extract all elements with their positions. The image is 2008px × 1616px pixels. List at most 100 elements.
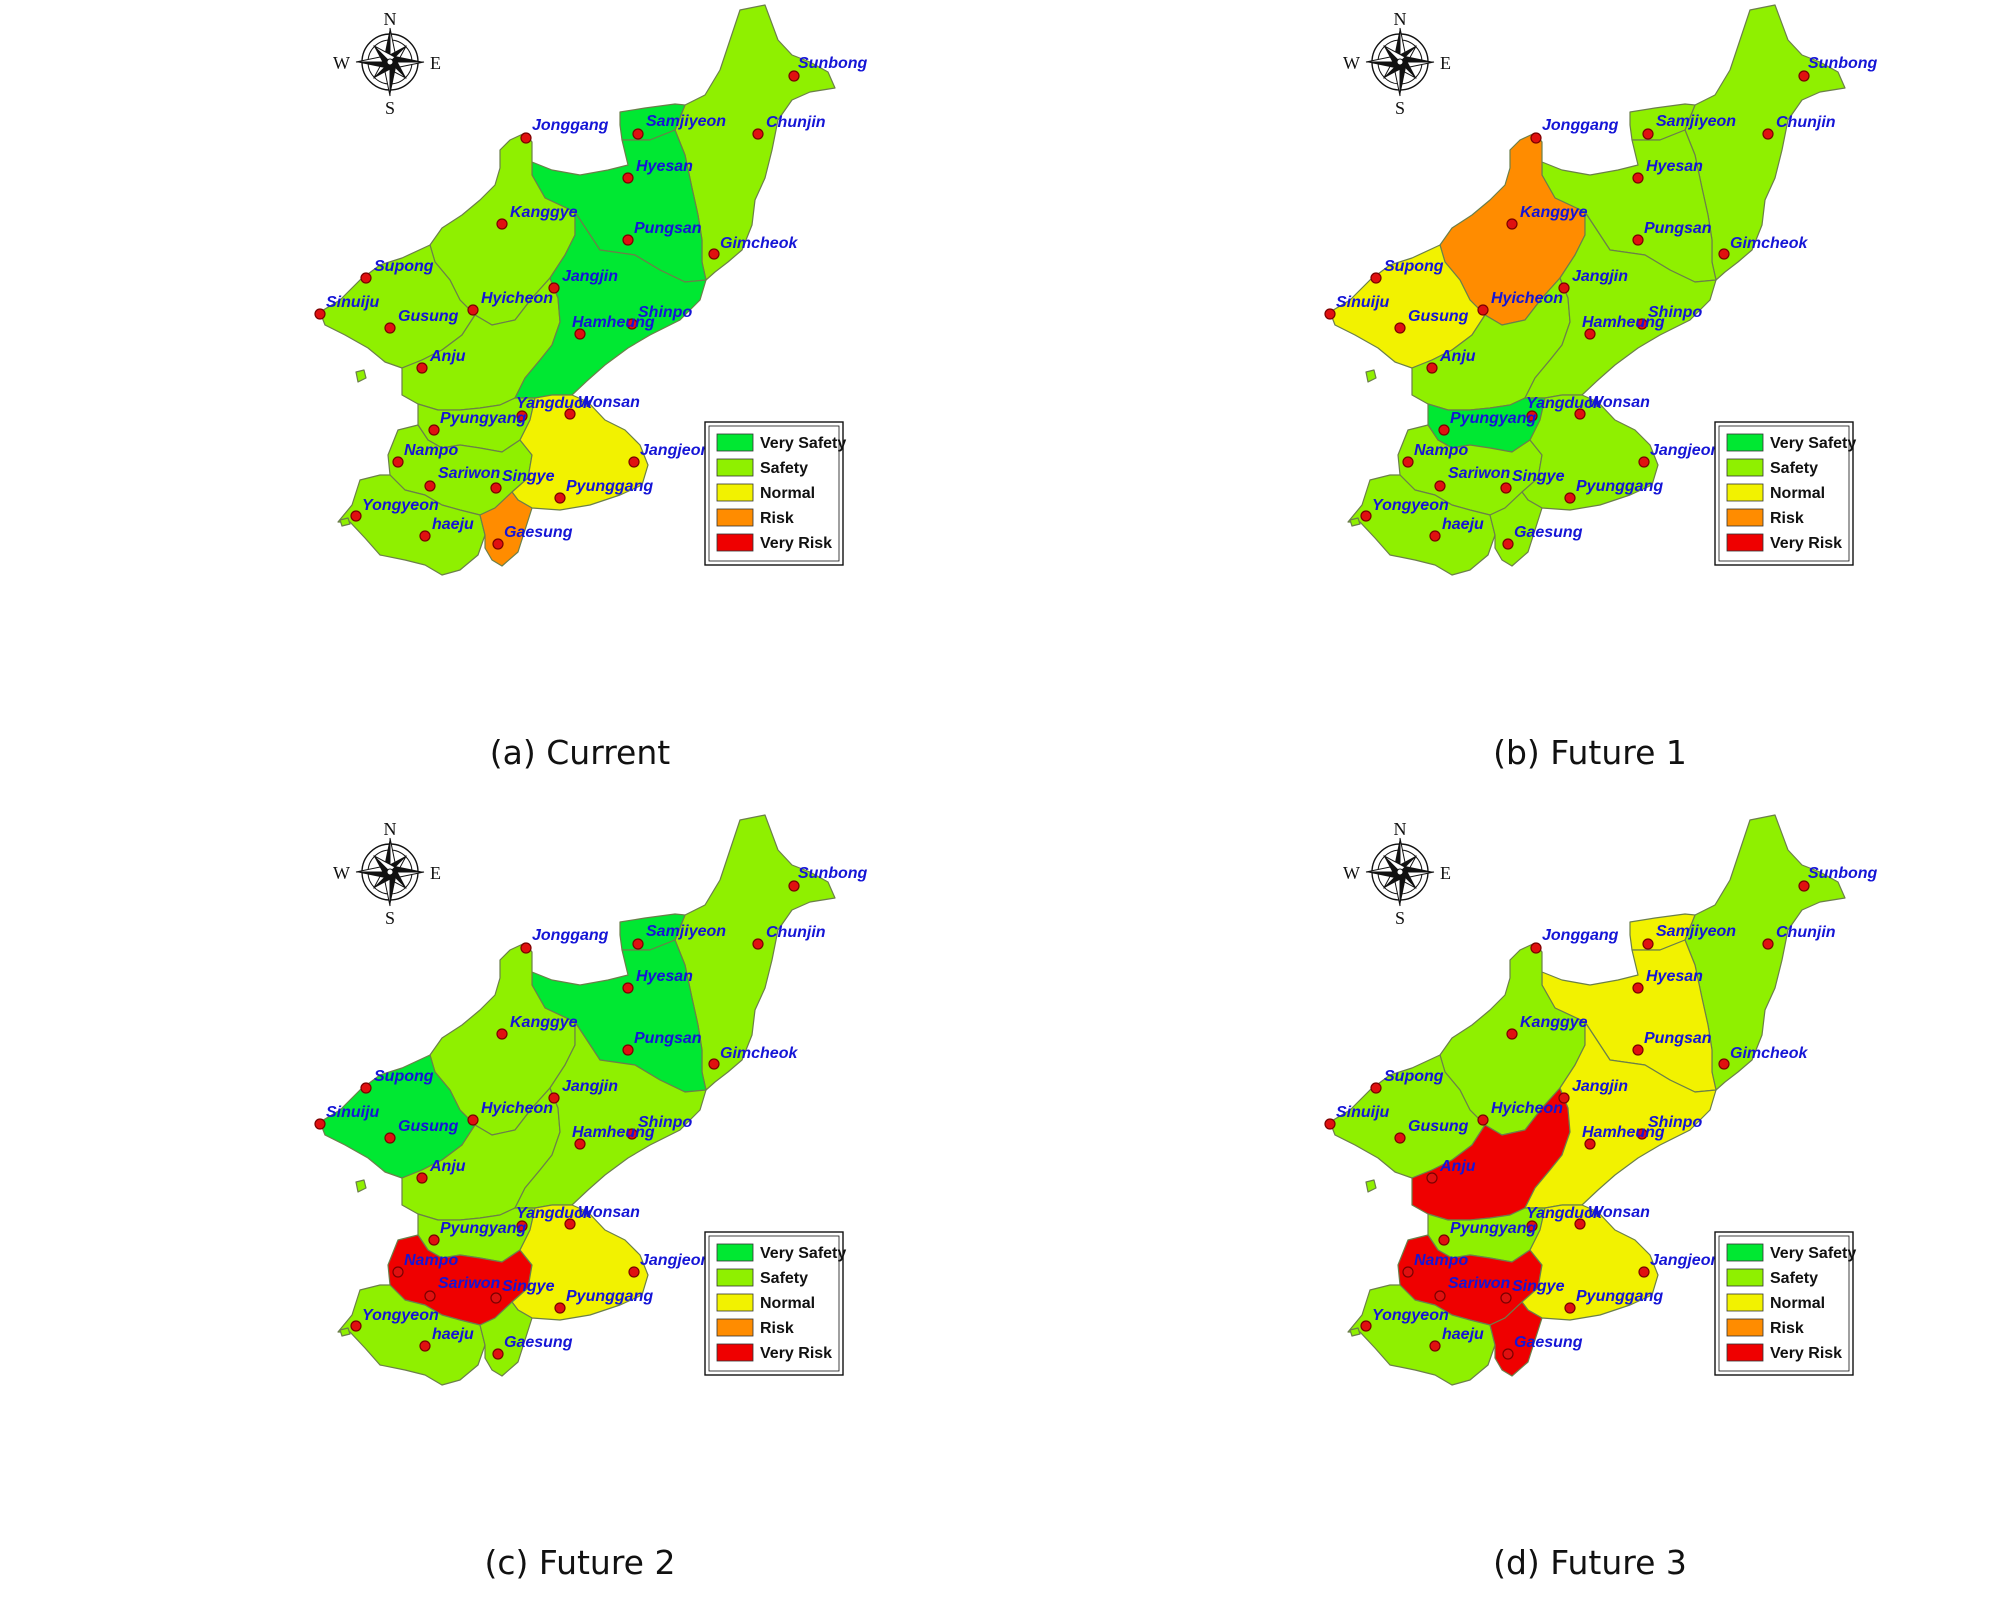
city-label-hyicheon: Hyicheon — [1491, 290, 1563, 307]
city-dot-chunjin — [752, 938, 764, 950]
city-dot-jangjeon — [1638, 1266, 1650, 1278]
city-dot-pyunggang — [554, 1302, 566, 1314]
city-dot-jonggang — [520, 132, 532, 144]
city-label-pyungyang: Pyungyang — [1450, 410, 1536, 427]
city-dot-gaesung — [492, 538, 504, 550]
city-dot-singye — [1500, 1292, 1512, 1304]
city-markers: Sunbong Samjiyeon Chunjin Jonggang Hyesan Kan… — [1324, 865, 1878, 1360]
legend: Very Safety Safety Normal Risk Very Risk — [1714, 421, 1856, 566]
city-label-samjiyeon: Samjiyeon — [646, 923, 726, 940]
city-label-gusung: Gusung — [398, 308, 459, 325]
legend-swatch — [1726, 1343, 1764, 1362]
city-dot-wonsan — [1574, 408, 1586, 420]
compass-rose-icon — [1365, 837, 1435, 907]
legend-label: Safety — [1770, 460, 1818, 477]
city-label-supong: Supong — [1384, 258, 1444, 275]
city-label-jangjin: Jangjin — [562, 1078, 618, 1095]
compass-rose-icon — [355, 27, 425, 97]
city-label-haeju: haeju — [1442, 1326, 1484, 1343]
risk-map: N S E W Sunbong Samjiyeon Chunjin Jonggang Hyesa… — [1324, 4, 1878, 576]
legend-item-very-risk: Very Risk — [1726, 1343, 1842, 1362]
city-label-jangjeon: Jangjeon — [1650, 1252, 1720, 1269]
city-label-samjiyeon: Samjiyeon — [1656, 113, 1736, 130]
city-dot-hamheung — [1584, 1138, 1596, 1150]
city-dot-nampo — [392, 1266, 404, 1278]
legend-swatch — [1726, 483, 1764, 502]
compass-letter-e: E — [1440, 863, 1451, 883]
compass-letter-e: E — [1440, 53, 1451, 73]
city-label-gaesung: Gaesung — [1514, 1334, 1583, 1351]
legend-item-very-safety: Very Safety — [1726, 433, 1856, 452]
compass-letter-n: N — [1394, 819, 1407, 839]
legend-swatch — [1726, 533, 1764, 552]
city-label-singye: Singye — [1512, 468, 1565, 485]
island — [1365, 369, 1377, 383]
city-dot-hyicheon — [1477, 304, 1489, 316]
city-label-haeju: haeju — [432, 516, 474, 533]
legend-swatch — [716, 1318, 754, 1337]
legend-label: Normal — [1770, 485, 1825, 502]
city-dot-kanggye — [1506, 1028, 1518, 1040]
city-label-nampo: Nampo — [404, 1252, 458, 1269]
legend: Very Safety Safety Normal Risk Very Risk — [1714, 1231, 1856, 1376]
city-dot-singye — [490, 482, 502, 494]
city-markers: Sunbong Samjiyeon Chunjin Jonggang Hyesan Kan… — [314, 865, 868, 1360]
city-label-jonggang: Jonggang — [1542, 927, 1619, 944]
region-wonsan-pyunggang — [1521, 1204, 1659, 1321]
city-dot-sinuiju — [1324, 1118, 1336, 1130]
compass-letter-s: S — [385, 98, 395, 118]
legend-item-risk: Risk — [1726, 1318, 1804, 1337]
city-label-jangjeon: Jangjeon — [640, 442, 710, 459]
legend-label: Very Safety — [1770, 1245, 1856, 1262]
legend-label: Risk — [760, 510, 794, 527]
region-yongyeon-haeju — [1347, 1284, 1496, 1386]
city-label-jangjeon: Jangjeon — [1650, 442, 1720, 459]
city-dot-hamheung — [1584, 328, 1596, 340]
city-dot-hyicheon — [467, 1114, 479, 1126]
city-label-kanggye: Kanggye — [1520, 204, 1588, 221]
city-label-wonsan: Wonsan — [1588, 394, 1650, 411]
city-label-pyunggang: Pyunggang — [566, 1288, 653, 1305]
region-wonsan-pyunggang — [511, 1204, 649, 1321]
city-label-yongyeon: Yongyeon — [362, 1307, 439, 1324]
city-label-haeju: haeju — [432, 1326, 474, 1343]
city-label-yongyeon: Yongyeon — [362, 497, 439, 514]
city-label-gimcheok: Gimcheok — [720, 235, 798, 252]
island — [1349, 517, 1361, 527]
city-dot-gaesung — [1502, 1348, 1514, 1360]
legend-swatch — [716, 1243, 754, 1262]
legend-item-very-risk: Very Risk — [716, 533, 832, 552]
city-dot-gimcheok — [708, 1058, 720, 1070]
city-label-sunbong: Sunbong — [1808, 55, 1878, 72]
city-label-hyicheon: Hyicheon — [481, 1100, 553, 1117]
city-dot-wonsan — [1574, 1218, 1586, 1230]
legend-item-very-safety: Very Safety — [716, 1243, 846, 1262]
city-dot-chunjin — [752, 128, 764, 140]
city-label-chunjin: Chunjin — [1776, 114, 1836, 131]
compass-letter-e: E — [430, 53, 441, 73]
legend-label: Very Safety — [1770, 435, 1856, 452]
city-dot-jangjeon — [628, 456, 640, 468]
legend-item-normal: Normal — [716, 483, 815, 502]
legend-swatch — [1726, 508, 1764, 527]
city-label-pungsan: Pungsan — [1644, 1030, 1712, 1047]
city-label-hamheung: Hamheung — [572, 1124, 655, 1141]
city-label-gimcheok: Gimcheok — [1730, 235, 1808, 252]
risk-map: N S E W Sunbong Samjiyeon Chunjin Jonggang Hyesa… — [314, 4, 868, 576]
city-dot-jonggang — [520, 942, 532, 954]
city-label-pungsan: Pungsan — [1644, 220, 1712, 237]
city-dot-gusung — [1394, 322, 1406, 334]
city-dot-gaesung — [1502, 538, 1514, 550]
city-markers: Sunbong Samjiyeon Chunjin Jonggang Hyesan Kan… — [314, 55, 868, 550]
city-dot-jonggang — [1530, 132, 1542, 144]
city-dot-haeju — [419, 530, 431, 542]
legend-label: Very Risk — [1770, 1345, 1842, 1362]
city-dot-hamheung — [574, 1138, 586, 1150]
legend-label: Normal — [1770, 1295, 1825, 1312]
compass-letter-s: S — [1395, 98, 1405, 118]
city-dot-anju — [416, 362, 428, 374]
city-label-yangduck: Yangduck — [1526, 1205, 1603, 1222]
city-label-shinpo: Shinpo — [1648, 1114, 1702, 1131]
city-label-gusung: Gusung — [398, 1118, 459, 1135]
city-label-sariwon: Sariwon — [438, 465, 500, 482]
